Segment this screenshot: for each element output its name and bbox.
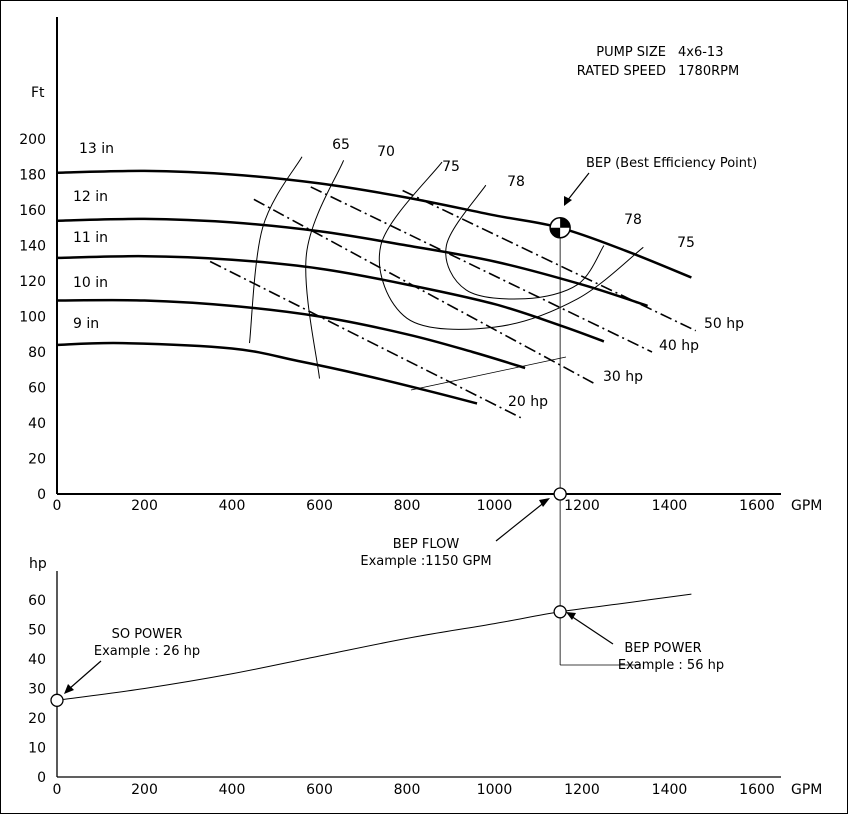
pump-size-value: 4x6-13	[678, 45, 723, 60]
power-y-tick-label: 40	[28, 652, 46, 668]
head-x-tick-label: 0	[53, 498, 62, 514]
power-line-label: 40 hp	[659, 338, 699, 354]
power-line-label: 20 hp	[508, 394, 548, 410]
bep-marker-quadrant	[560, 217, 571, 228]
power-line-label: 50 hp	[704, 316, 744, 332]
head-y-tick-label: 160	[19, 203, 46, 219]
bep-flow-note: Example :1150 GPM	[360, 554, 491, 569]
power-x-tick-label: 1200	[564, 782, 600, 798]
bep-power-marker	[553, 605, 567, 619]
head-x-tick-label: 800	[394, 498, 421, 514]
power-line-label: 30 hp	[603, 369, 643, 385]
head-x-tick-label: 1000	[477, 498, 513, 514]
head-x-tick-label: 200	[131, 498, 158, 514]
efficiency-label-right: 75	[677, 235, 695, 251]
bep-flow-arrow	[495, 500, 547, 542]
rated-speed-label: RATED SPEED	[577, 64, 666, 79]
head-y-tick-label: 60	[28, 381, 46, 397]
power-x-tick-label: 1000	[477, 782, 513, 798]
efficiency-label-right: 78	[624, 212, 642, 228]
so-power-arrowhead	[64, 684, 74, 694]
bep-marker-quadrant	[550, 227, 561, 238]
impeller-curve-11in	[56, 254, 605, 343]
head-y-tick-label: 100	[19, 310, 46, 326]
power-line-30hp	[253, 198, 596, 385]
power-line-20hp	[209, 260, 522, 419]
head-x-tick-label: 400	[219, 498, 246, 514]
head-y-axis-label: Ft	[31, 85, 45, 101]
head-y-tick-label: 120	[19, 274, 46, 290]
bep-flow-arrowhead	[539, 498, 550, 507]
power-y-tick-label: 10	[28, 741, 46, 757]
efficiency-label: 75	[442, 159, 460, 175]
power-x-tick-label: 1400	[652, 782, 688, 798]
head-y-tick-label: 180	[19, 168, 46, 184]
power-x-tick-label: 0	[53, 782, 62, 798]
bep-arrowhead	[564, 196, 572, 206]
power-x-tick-label: 800	[394, 782, 421, 798]
efficiency-curve-78	[445, 184, 605, 300]
efficiency-curve-65	[249, 156, 303, 344]
efficiency-label: 78	[507, 174, 525, 190]
power-y-tick-label: 30	[28, 682, 46, 698]
impeller-label: 13 in	[79, 141, 114, 157]
bep-label: BEP (Best Efficiency Point)	[586, 156, 757, 171]
impeller-label: 9 in	[73, 316, 99, 332]
bep-arrow	[566, 172, 590, 202]
power-y-tick-label: 50	[28, 623, 46, 639]
head-x-tick-label: 1600	[739, 498, 775, 514]
efficiency-label: 65	[332, 137, 350, 153]
efficiency-curve-70	[305, 160, 345, 379]
power-x-tick-label: 1600	[739, 782, 775, 798]
head-y-tick-label: 40	[28, 416, 46, 432]
impeller-label: 12 in	[73, 189, 108, 205]
impeller-label: 11 in	[73, 230, 108, 246]
impeller-curve-12in	[56, 217, 648, 308]
head-y-tick-label: 20	[28, 452, 46, 468]
bep-flow-title: BEP FLOW	[393, 537, 460, 552]
power-y-tick-label: 60	[28, 593, 46, 609]
so-power-title: SO POWER	[112, 627, 183, 642]
bep-power-title: BEP POWER	[624, 641, 701, 656]
so-power-arrow	[68, 660, 102, 690]
so-power-note: Example : 26 hp	[94, 644, 200, 659]
guide-line	[410, 356, 567, 391]
bep-flow-marker	[553, 487, 567, 501]
head-y-tick-label: 140	[19, 239, 46, 255]
head-x-axis-label: GPM	[791, 498, 822, 514]
power-x-tick-label: 200	[131, 782, 158, 798]
rated-speed-value: 1780RPM	[678, 64, 739, 79]
so-power-marker	[50, 693, 64, 707]
head-y-tick-label: 80	[28, 345, 46, 361]
power-y-tick-label: 0	[37, 770, 46, 786]
power-x-tick-label: 600	[306, 782, 333, 798]
power-y-axis-label: hp	[29, 556, 47, 572]
power-x-axis-label: GPM	[791, 782, 822, 798]
head-x-tick-label: 600	[306, 498, 333, 514]
efficiency-curve-75	[378, 161, 644, 330]
head-y-tick-label: 200	[19, 132, 46, 148]
power-x-tick-label: 400	[219, 782, 246, 798]
impeller-curve-9in	[56, 341, 478, 405]
bep-power-arrowhead	[566, 612, 576, 620]
power-curve	[56, 593, 692, 701]
impeller-curve-10in	[56, 298, 526, 370]
impeller-curve-13in	[56, 169, 692, 279]
bep-power-note: Example : 56 hp	[618, 658, 724, 673]
power-y-tick-label: 20	[28, 711, 46, 727]
impeller-label: 10 in	[73, 275, 108, 291]
power-line-50hp	[402, 189, 697, 332]
bep-power-arrow	[570, 615, 614, 645]
pump-size-label: PUMP SIZE	[596, 45, 666, 60]
head-x-tick-label: 1400	[652, 498, 688, 514]
efficiency-label: 70	[377, 144, 395, 160]
power-line-40hp	[310, 186, 653, 353]
head-x-tick-label: 1200	[564, 498, 600, 514]
head-y-tick-label: 0	[37, 487, 46, 503]
